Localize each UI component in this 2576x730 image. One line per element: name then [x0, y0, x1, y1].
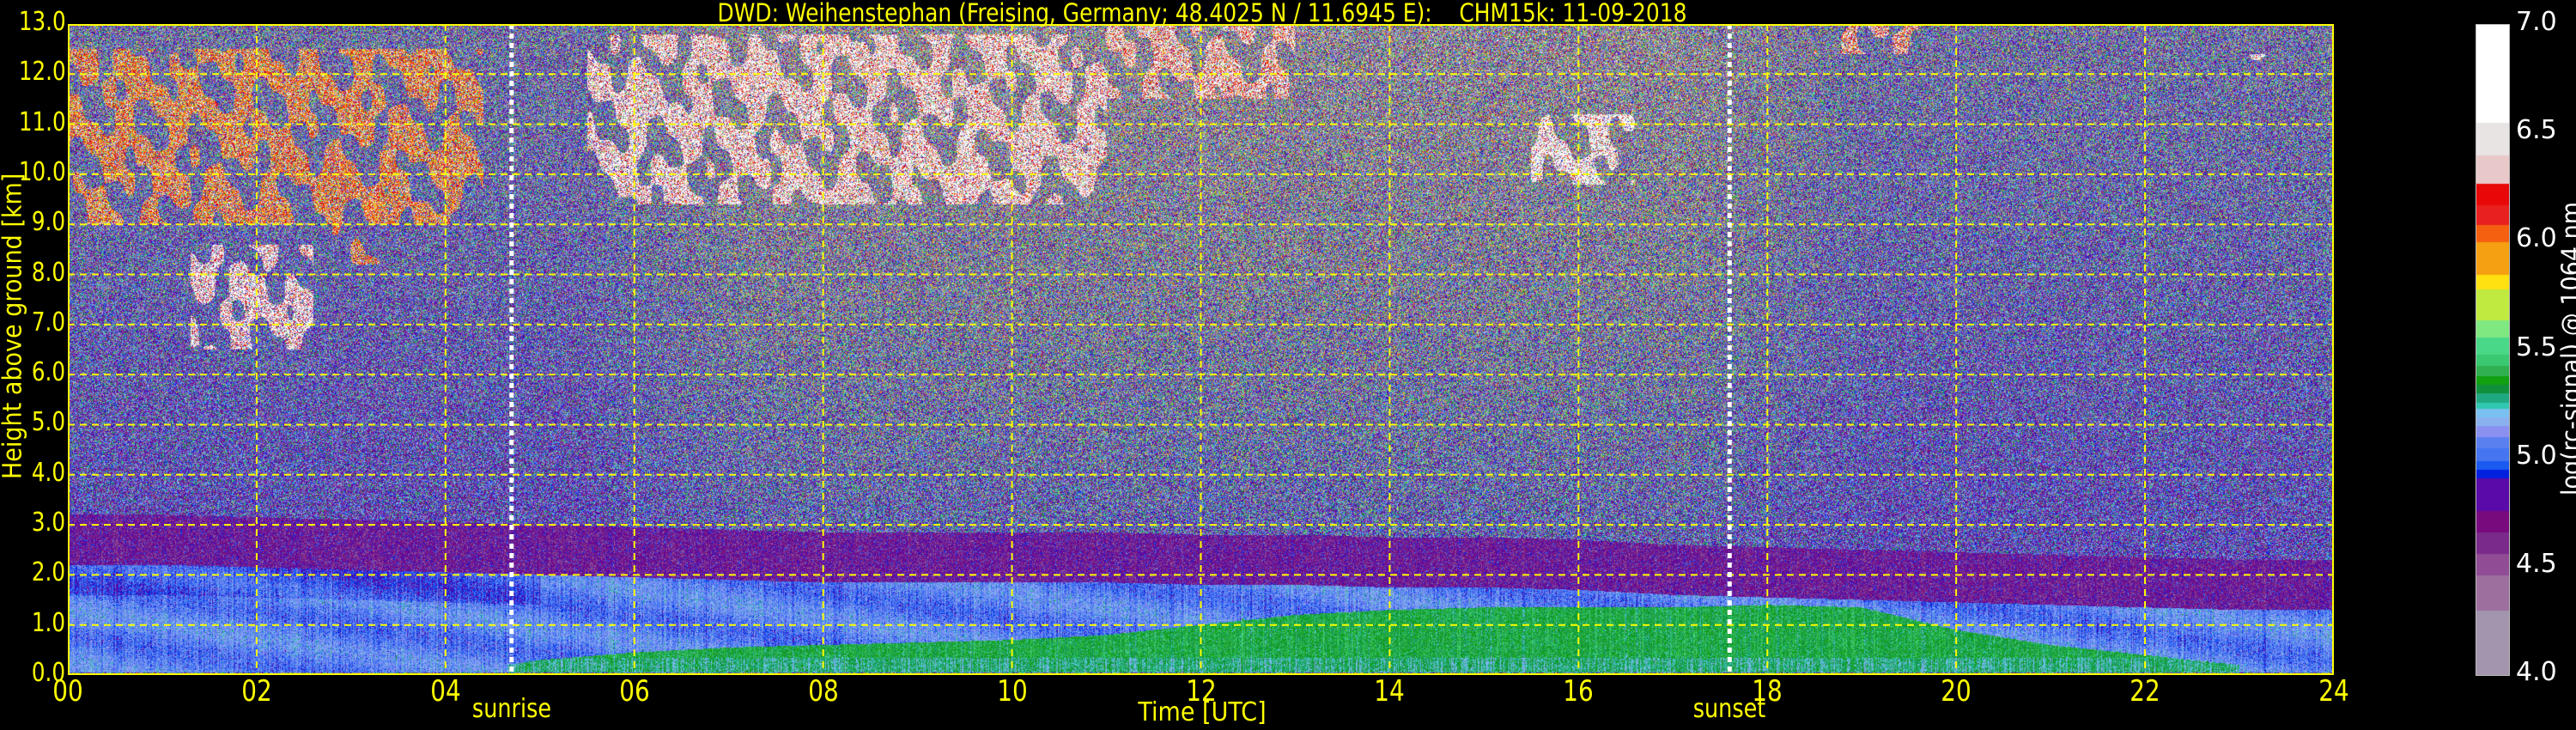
chart-title: DWD: Weihenstephan (Freising, Germany; 4…: [717, 0, 1687, 27]
colorbar-tick-label: 6.0: [2516, 223, 2557, 254]
x-tick-label: 02: [241, 674, 272, 709]
plot-frame: [68, 24, 2334, 675]
x-tick-label: 04: [430, 674, 461, 709]
plot-area: [68, 24, 2334, 675]
x-tick-label: 18: [1752, 674, 1783, 709]
y-tick-label: 1.0: [31, 607, 65, 638]
y-tick-label: 6.0: [31, 357, 65, 388]
colorbar-tick-label: 5.5: [2516, 332, 2557, 362]
x-tick-label: 16: [1563, 674, 1595, 709]
y-tick-label: 12.0: [18, 57, 66, 88]
sunrise-label: sunrise: [471, 694, 551, 724]
y-tick-label: 0.0: [31, 658, 65, 688]
colorbar-tick-label: 4.5: [2516, 548, 2557, 579]
x-tick-label: 24: [2318, 674, 2349, 709]
x-tick-label: 08: [807, 674, 839, 709]
colorbar-tick-label: 5.0: [2516, 440, 2557, 471]
y-tick-label: 11.0: [18, 106, 66, 137]
x-tick-label: 22: [2129, 674, 2160, 709]
grid-overlay: [68, 24, 2334, 675]
colorbar: [2476, 24, 2510, 676]
y-tick-label: 9.0: [31, 207, 65, 238]
x-tick-label: 12: [1185, 674, 1217, 709]
colorbar-tick-label: 6.5: [2516, 115, 2557, 146]
y-tick-label: 10.0: [18, 156, 66, 187]
colorbar-label: log(rc-signal) @ 1064 nm: [2556, 201, 2576, 496]
y-tick-label: 13.0: [18, 7, 66, 37]
x-tick-label: 20: [1941, 674, 1971, 709]
colorbar-tick-label: 7.0: [2516, 7, 2557, 37]
y-tick-label: 5.0: [31, 407, 65, 438]
y-tick-label: 3.0: [31, 508, 65, 538]
sunset-label: sunset: [1692, 694, 1766, 724]
x-axis-label: Time [UTC]: [1138, 697, 1267, 727]
y-tick-label: 2.0: [31, 557, 65, 588]
y-axis-label: Height above ground [km]: [0, 173, 28, 479]
y-tick-label: 4.0: [31, 457, 65, 488]
x-tick-label: 14: [1374, 674, 1406, 709]
y-tick-label: 8.0: [31, 257, 65, 288]
y-tick-label: 7.0: [31, 307, 65, 338]
x-tick-label: 00: [52, 674, 83, 709]
colorbar-tick-label: 4.0: [2516, 657, 2557, 687]
x-tick-label: 10: [996, 674, 1028, 709]
x-tick-label: 06: [619, 674, 650, 709]
